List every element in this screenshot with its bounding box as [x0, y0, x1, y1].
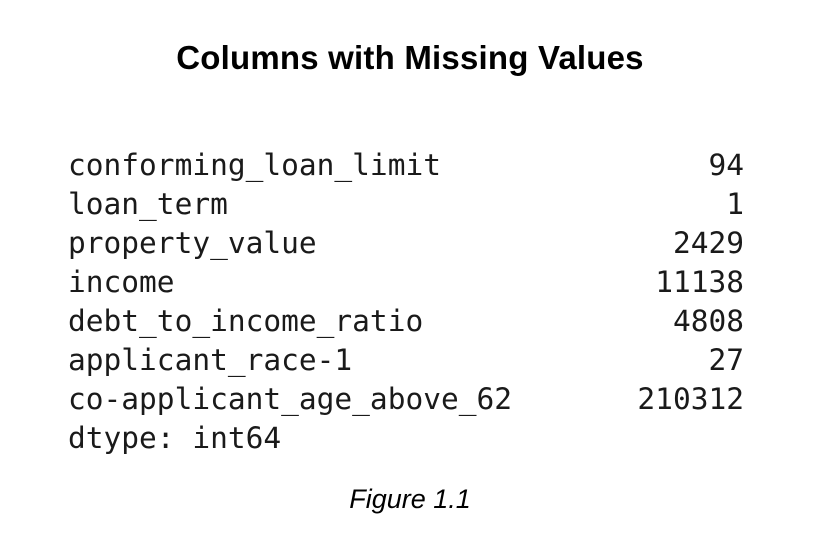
- missing-count: 1: [726, 187, 744, 221]
- column-name: debt_to_income_ratio: [68, 304, 424, 338]
- missing-count: 11138: [655, 265, 744, 299]
- list-item: income 11138: [68, 263, 748, 302]
- column-name: property_value: [68, 226, 317, 260]
- missing-values-output: conforming_loan_limit 94 loan_term 1 pro…: [68, 146, 748, 458]
- figure-caption: Figure 1.1: [349, 484, 471, 514]
- list-item: loan_term 1: [68, 185, 748, 224]
- column-name: applicant_race-1: [68, 343, 353, 377]
- dtype-label: dtype: int64: [68, 421, 282, 455]
- list-item: co-applicant_age_above_62 210312: [68, 380, 748, 419]
- column-name: income: [68, 265, 175, 299]
- list-item: conforming_loan_limit 94: [68, 146, 748, 185]
- missing-count: 210312: [637, 382, 744, 416]
- missing-count: 94: [708, 148, 744, 182]
- missing-count: 2429: [672, 226, 744, 260]
- column-name: co-applicant_age_above_62: [68, 382, 513, 416]
- column-name: conforming_loan_limit: [68, 148, 441, 182]
- list-item: property_value 2429: [68, 224, 748, 263]
- column-name: loan_term: [68, 187, 228, 221]
- missing-count: 27: [708, 343, 744, 377]
- missing-count: 4808: [672, 304, 744, 338]
- page-title: Columns with Missing Values: [176, 39, 644, 76]
- list-item: debt_to_income_ratio 4808: [68, 302, 748, 341]
- list-item: applicant_race-1 27: [68, 341, 748, 380]
